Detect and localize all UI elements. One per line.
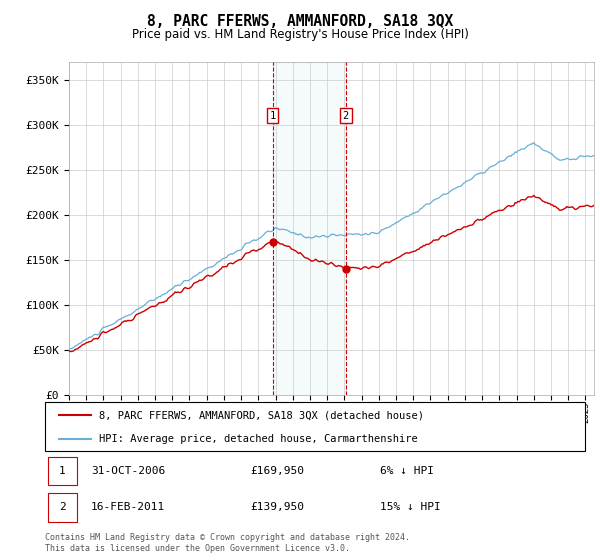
Text: 31-OCT-2006: 31-OCT-2006 [91, 466, 165, 476]
Text: 1: 1 [59, 466, 66, 476]
Bar [272, 62, 346, 395]
Text: 16-FEB-2011: 16-FEB-2011 [91, 502, 165, 512]
Bar [48, 493, 77, 522]
Text: Price paid vs. HM Land Registry's House Price Index (HPI): Price paid vs. HM Land Registry's House … [131, 28, 469, 41]
Text: HPI: Average price, detached house, Carmarthenshire: HPI: Average price, detached house, Carm… [99, 434, 418, 444]
Text: £139,950: £139,950 [250, 502, 304, 512]
Text: 8, PARC FFERWS, AMMANFORD, SA18 3QX (detached house): 8, PARC FFERWS, AMMANFORD, SA18 3QX (det… [99, 410, 424, 421]
Text: 8, PARC FFERWS, AMMANFORD, SA18 3QX: 8, PARC FFERWS, AMMANFORD, SA18 3QX [147, 14, 453, 29]
Text: 1: 1 [269, 111, 276, 120]
Text: 15% ↓ HPI: 15% ↓ HPI [380, 502, 440, 512]
Bar [48, 456, 77, 486]
Text: 2: 2 [343, 111, 349, 120]
Text: Contains HM Land Registry data © Crown copyright and database right 2024.
This d: Contains HM Land Registry data © Crown c… [45, 533, 410, 553]
Text: 6% ↓ HPI: 6% ↓ HPI [380, 466, 434, 476]
Text: £169,950: £169,950 [250, 466, 304, 476]
Text: 2: 2 [59, 502, 66, 512]
